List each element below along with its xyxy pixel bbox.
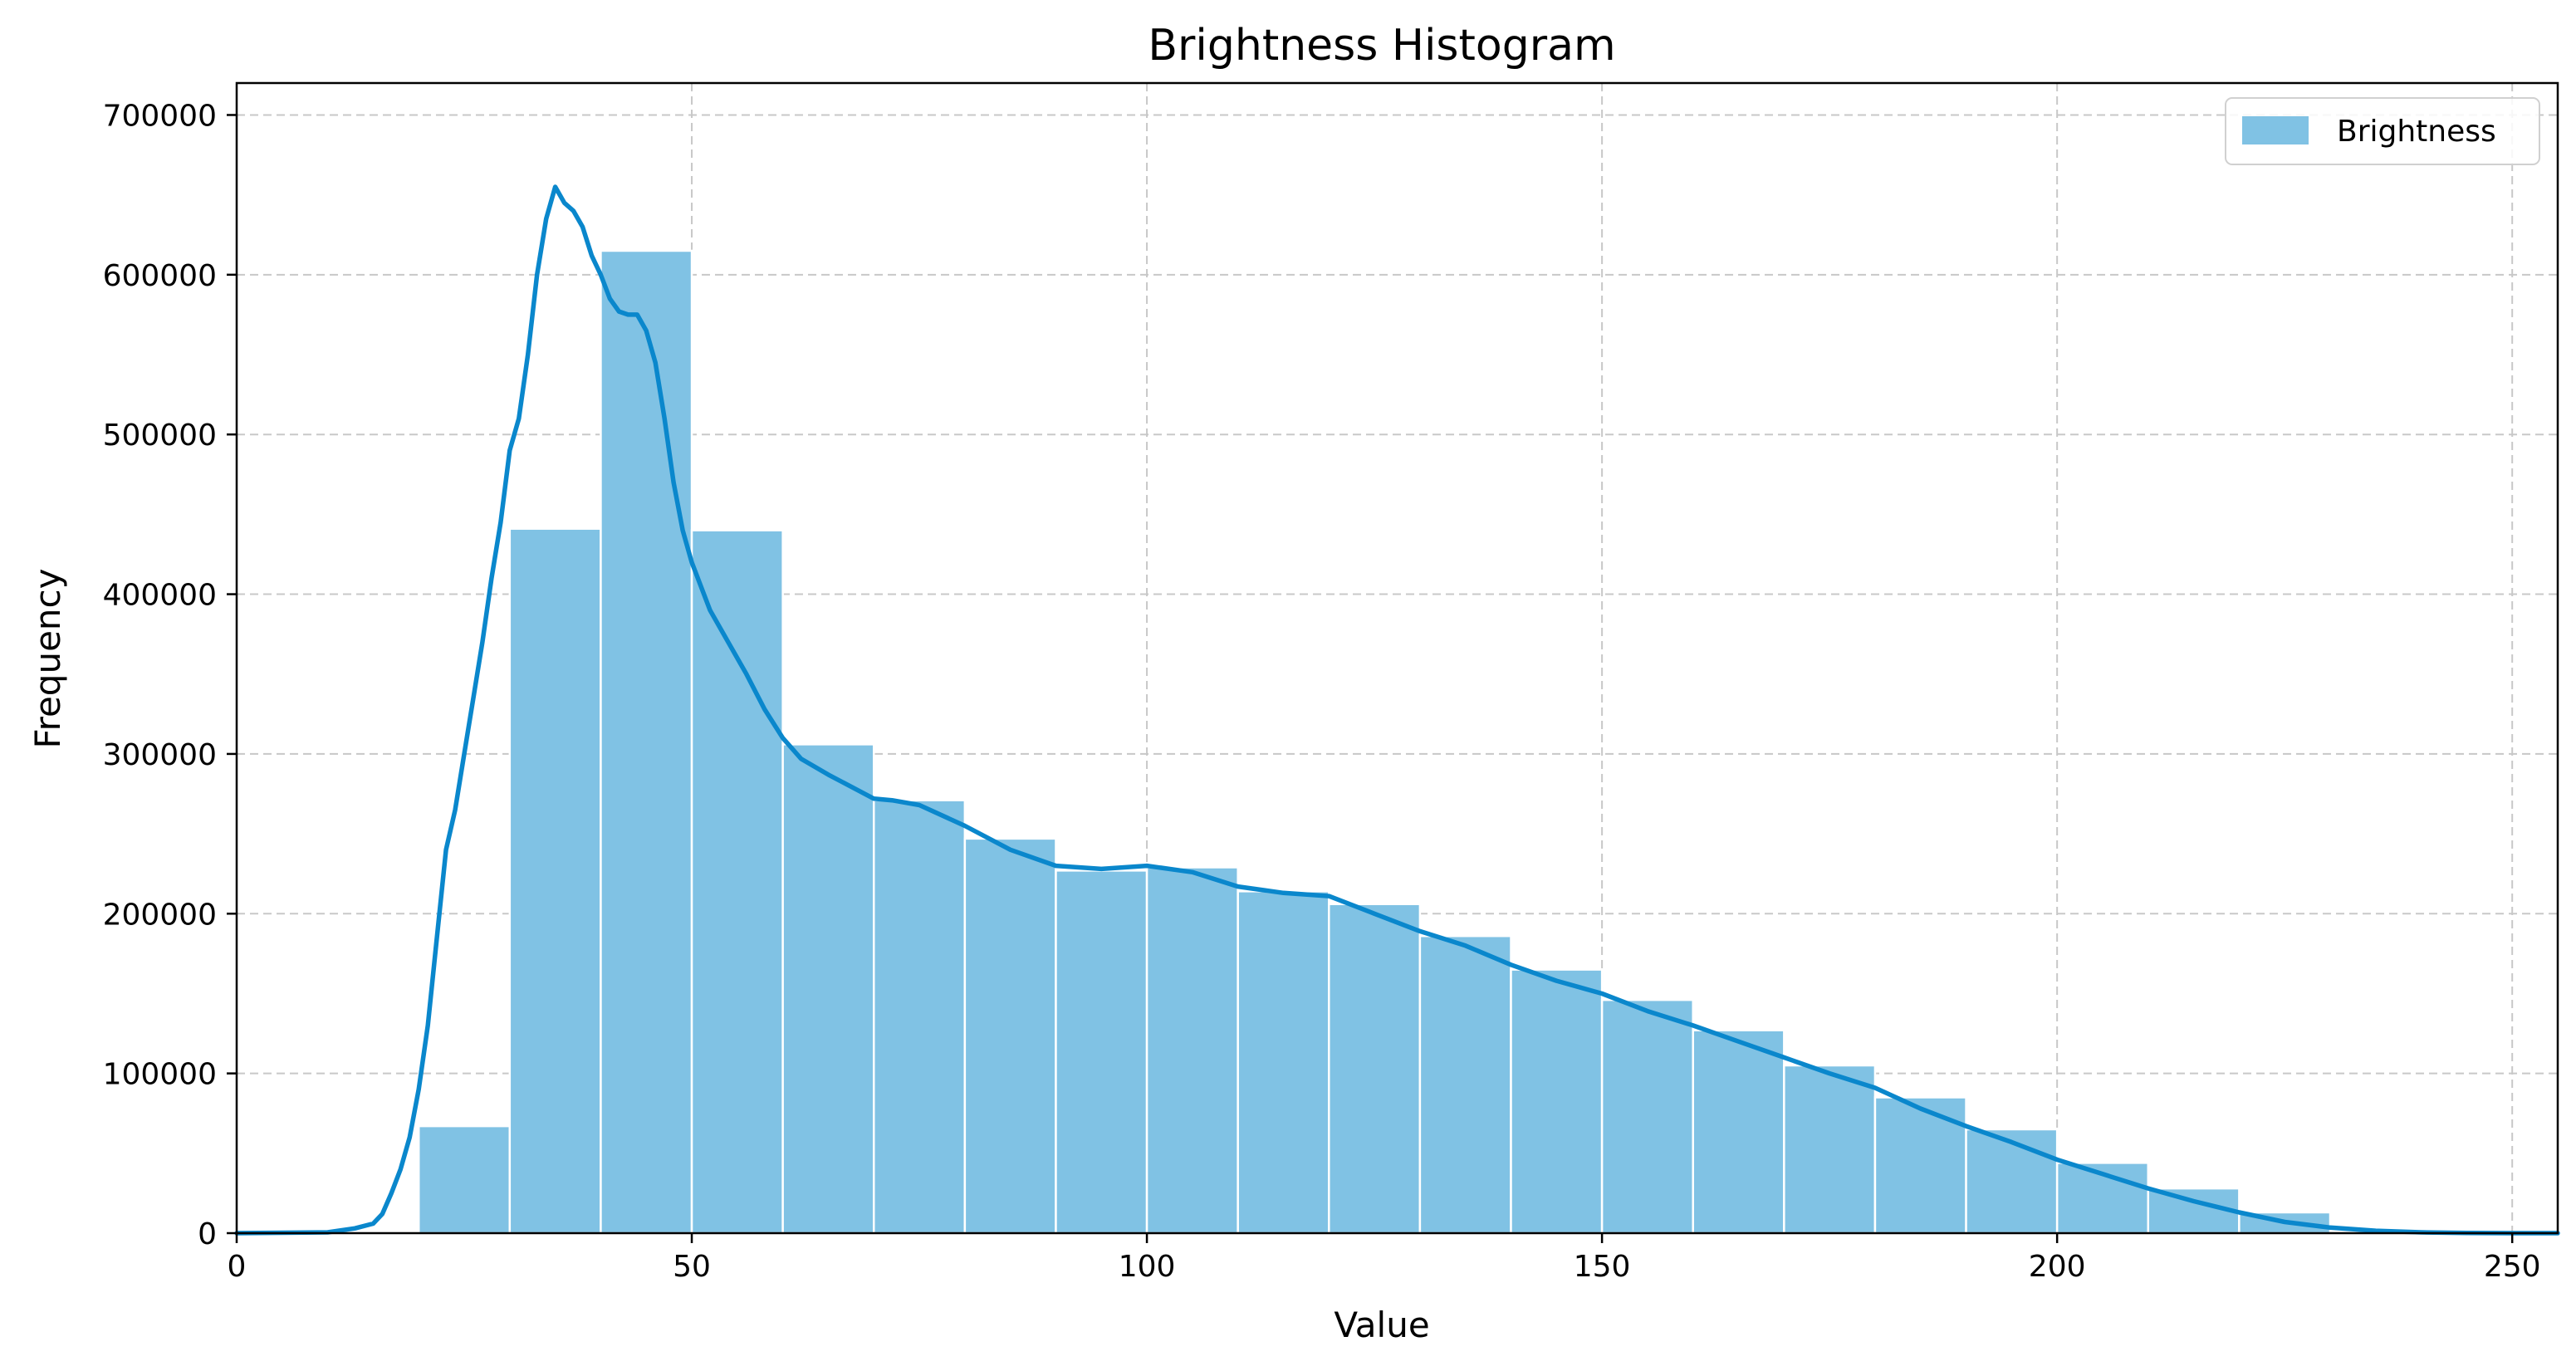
y-tick-label-3: 300000 <box>103 738 217 772</box>
legend-label: Brightness <box>2337 115 2496 149</box>
y-tick-label-0: 0 <box>198 1217 217 1251</box>
x-tick-label-0: 0 <box>228 1250 247 1284</box>
histogram-bar-3 <box>690 529 784 1235</box>
legend-swatch <box>2242 116 2309 144</box>
histogram-bar-2 <box>600 249 693 1235</box>
histogram-bar-10 <box>1328 903 1422 1235</box>
histogram-bar-12 <box>1510 968 1604 1235</box>
kde-curve <box>234 184 2560 1236</box>
x-tick-label-5: 250 <box>2484 1250 2541 1284</box>
histogram-bar-0 <box>417 1124 512 1235</box>
y-tick-label-4: 400000 <box>103 579 217 613</box>
histogram-bar-8 <box>1145 866 1239 1235</box>
x-tick-label-1: 50 <box>673 1250 711 1284</box>
histogram-bar-9 <box>1237 890 1330 1235</box>
histogram-bar-17 <box>1965 1128 2059 1235</box>
y-axis-ticks: 0 100000 200000 300000 400000 500000 600000 700… <box>103 99 237 1251</box>
y-tick-label-6: 600000 <box>103 259 217 293</box>
x-tick-label-2: 100 <box>1119 1250 1176 1284</box>
histogram-bar-6 <box>963 837 1057 1235</box>
y-tick-label-7: 700000 <box>103 99 217 133</box>
x-tick-label-3: 150 <box>1574 1250 1631 1284</box>
plot-frame <box>235 81 2559 1235</box>
histogram-bar-15 <box>1783 1064 1877 1235</box>
chart-title: Brightness Histogram <box>1148 21 1615 71</box>
histogram-bar-16 <box>1873 1096 1967 1235</box>
y-tick-label-5: 500000 <box>103 419 217 453</box>
legend-box <box>2225 97 2540 165</box>
histogram-bar-5 <box>873 799 967 1235</box>
histogram-bar-4 <box>781 743 875 1235</box>
x-axis-ticks: 0 50 100 150 200 250 <box>228 1233 2541 1284</box>
y-axis-label: Frequency <box>27 569 68 749</box>
histogram-bar-11 <box>1418 934 1512 1235</box>
histogram-bars <box>417 249 2332 1235</box>
y-tick-label-1: 100000 <box>103 1058 217 1092</box>
histogram-bar-14 <box>1692 1029 1785 1235</box>
x-tick-label-4: 200 <box>2029 1250 2086 1284</box>
y-tick-label-2: 200000 <box>103 898 217 932</box>
kde-curve-group <box>234 184 2560 1236</box>
histogram-bar-1 <box>508 527 602 1235</box>
legend: Brightness <box>2225 97 2540 165</box>
histogram-bar-13 <box>1600 998 1694 1235</box>
x-axis-label: Value <box>1334 1305 1429 1345</box>
histogram-bar-7 <box>1055 869 1148 1235</box>
